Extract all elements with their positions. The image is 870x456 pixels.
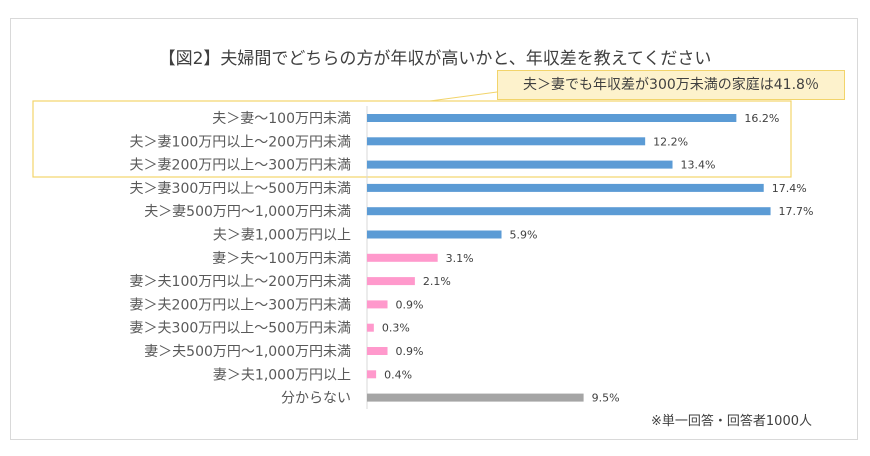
data-label: 17.4% (772, 182, 807, 195)
data-label: 0.9% (396, 345, 424, 358)
category-label: 妻＞夫200万円以上〜300万円未満 (130, 297, 351, 313)
category-label: 夫＞妻300万円以上〜500万円未満 (130, 181, 351, 197)
data-label: 3.1% (446, 252, 474, 265)
category-label: 夫＞妻500万円〜1,000万円未満 (144, 204, 351, 220)
bar (367, 230, 502, 239)
category-label: 夫＞妻〜100万円未満 (212, 111, 351, 127)
bar (367, 277, 415, 286)
bar (367, 137, 646, 146)
bar (367, 323, 374, 332)
data-label: 13.4% (681, 159, 716, 172)
category-label: 分からない (281, 391, 351, 407)
data-label: 0.3% (382, 322, 410, 335)
category-label: 妻＞夫1,000万円以上 (213, 367, 351, 383)
category-label: 妻＞夫〜100万円未満 (212, 251, 351, 267)
chart-title: 【図2】夫婦間でどちらの方が年収が高いかと、年収差を教えてください (158, 49, 712, 69)
bar (367, 183, 764, 192)
data-label: 2.1% (423, 275, 451, 288)
bar (367, 393, 584, 402)
data-label: 12.2% (653, 135, 688, 148)
bar (367, 160, 673, 169)
data-label: 0.4% (384, 368, 412, 381)
annotation-callout: 夫＞妻でも年収差が300万未満の家庭は41.8％ (497, 70, 845, 100)
category-label: 妻＞夫300万円以上〜500万円未満 (130, 321, 351, 337)
chart-frame (10, 18, 858, 440)
category-label: 妻＞夫100万円以上〜200万円未満 (130, 274, 351, 290)
data-label: 9.5% (592, 392, 620, 405)
data-label: 5.9% (510, 229, 538, 242)
category-label: 夫＞妻100万円以上〜200万円未満 (130, 134, 351, 150)
category-label: 夫＞妻1,000万円以上 (213, 228, 351, 244)
category-label: 妻＞夫500万円〜1,000万円未満 (144, 344, 351, 360)
callout-leader-line (429, 91, 498, 102)
footnote: ※単一回答・回答者1000人 (651, 414, 812, 429)
bar (367, 347, 388, 355)
bar (367, 207, 771, 216)
bar (367, 300, 388, 309)
bar (367, 370, 377, 379)
bar (367, 253, 438, 262)
data-label: 17.7% (779, 205, 814, 218)
category-label: 夫＞妻200万円以上〜300万円未満 (130, 158, 351, 174)
data-label: 0.9% (396, 298, 424, 311)
bar (367, 114, 737, 122)
data-label: 16.2% (744, 112, 779, 125)
highlight-box (32, 100, 792, 178)
